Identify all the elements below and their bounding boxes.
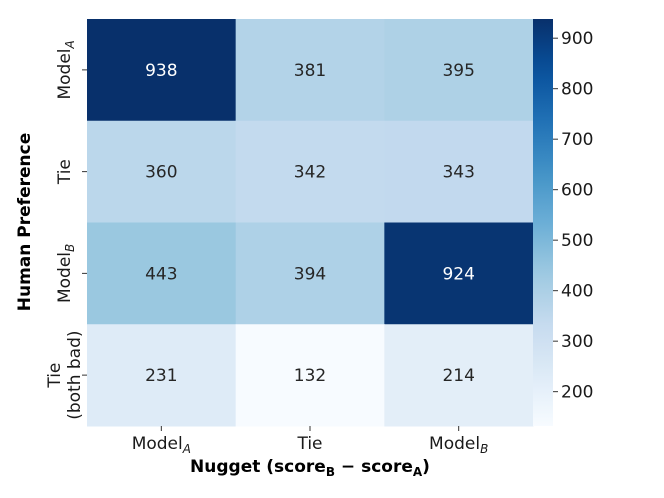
cell-value-label: 394 — [294, 264, 326, 284]
colorbar-tick-label: 200 — [561, 383, 593, 403]
colorbar-tick-label: 300 — [561, 332, 593, 352]
cell-value-label: 214 — [442, 366, 474, 386]
cell-value-label: 231 — [145, 366, 177, 386]
y-tick-label: (both bad) — [65, 330, 85, 419]
colorbar-gradient — [533, 19, 553, 426]
x-tick-label: ModelA — [132, 434, 191, 456]
y-tick-label: Tie — [45, 363, 65, 389]
y-tick-label: ModelB — [55, 244, 77, 303]
x-tick-label: Tie — [296, 434, 322, 454]
colorbar-tick-label: 500 — [561, 231, 593, 251]
colorbar: 200 300 400 500 600 700 800 900 — [533, 19, 593, 426]
colorbar-tick-label: 600 — [561, 181, 593, 201]
y-axis-title: Human Preference — [15, 133, 35, 311]
heatmap-cell — [87, 222, 237, 325]
cell-value-label: 342 — [294, 163, 326, 183]
heatmap-cell — [384, 120, 534, 223]
colorbar-tick-label: 900 — [561, 29, 593, 49]
cell-value-label: 395 — [442, 61, 474, 81]
y-tick-label: Tie — [55, 159, 75, 185]
colorbar-tick-label: 400 — [561, 282, 593, 302]
y-tick-label: ModelA — [55, 40, 77, 99]
cell-value-label: 132 — [294, 366, 326, 386]
heatmap-cell — [384, 324, 534, 427]
heatmap-cell — [235, 222, 385, 325]
cell-value-label: 924 — [442, 264, 474, 284]
colorbar-tick-label: 700 — [561, 130, 593, 150]
heatmap-cell — [235, 19, 385, 122]
heatmap-cells: 938 381 395 360 342 343 443 394 924 231 132 214 — [87, 19, 534, 427]
cell-value-label: 443 — [145, 264, 177, 284]
cell-value-label: 343 — [442, 163, 474, 183]
heatmap-cell — [87, 324, 237, 427]
heatmap-cell — [235, 324, 385, 427]
heatmap-cell — [235, 120, 385, 223]
cell-value-label: 360 — [145, 163, 177, 183]
x-tick-label: ModelB — [429, 434, 488, 456]
colorbar-tick-label: 800 — [561, 80, 593, 100]
cell-value-label: 938 — [145, 61, 177, 81]
heatmap-cell — [384, 222, 534, 325]
x-axis-title: Nugget (scoreB − scoreA) — [190, 457, 430, 479]
heatmap-cell — [87, 19, 237, 122]
cell-value-label: 381 — [294, 61, 326, 81]
heatmap-cell — [384, 19, 534, 122]
heatmap-cell — [87, 120, 237, 223]
